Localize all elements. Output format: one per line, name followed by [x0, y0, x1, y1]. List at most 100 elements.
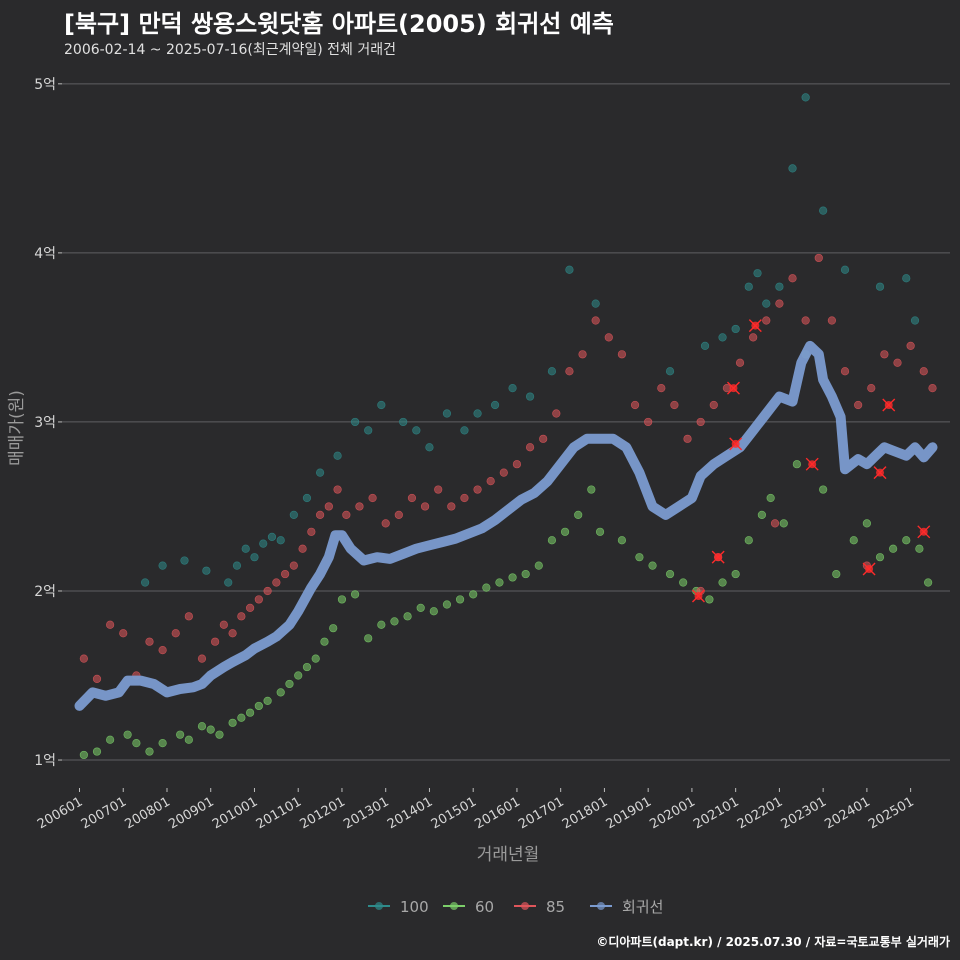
data-point-85	[381, 519, 390, 528]
data-point-85	[775, 299, 784, 308]
data-point-85	[630, 400, 640, 410]
y-tick-label: 5억	[34, 77, 56, 93]
data-point-60	[364, 634, 373, 643]
data-point-60	[92, 747, 102, 756]
data-point-60	[924, 578, 933, 587]
x-tick-label: 202301	[779, 794, 829, 832]
x-tick-label: 200901	[166, 794, 216, 832]
data-point-85	[827, 316, 836, 325]
data-point-100	[315, 468, 325, 477]
highlight-cross	[882, 398, 896, 412]
x-tick-label: 201601	[472, 794, 522, 832]
data-point-85	[617, 350, 627, 359]
data-point-60	[455, 595, 465, 604]
data-point-60	[311, 654, 320, 663]
data-point-85	[342, 510, 351, 520]
data-point-60	[377, 620, 386, 629]
data-point-85	[315, 510, 325, 520]
data-point-60	[145, 747, 154, 756]
x-tick-label: 201201	[297, 794, 347, 832]
data-point-85	[735, 358, 745, 367]
data-point-60	[665, 569, 675, 579]
data-point-85	[228, 629, 237, 638]
data-point-85	[158, 646, 167, 655]
data-point-85	[770, 519, 780, 528]
data-point-85	[801, 316, 810, 325]
data-point-85	[368, 493, 377, 503]
data-point-100	[875, 282, 885, 291]
legend-label: 85	[546, 898, 565, 916]
data-point-85	[565, 367, 574, 376]
data-point-100	[141, 578, 150, 587]
data-point-60	[442, 600, 452, 609]
data-point-100	[819, 206, 828, 215]
data-point-100	[399, 417, 408, 427]
data-point-85	[893, 358, 902, 367]
source-caption: ©디아파트(dapt.kr) / 2025.07.30 / 자료=국토교통부 실…	[596, 935, 950, 949]
data-point-60	[469, 590, 478, 599]
data-point-100	[232, 561, 242, 570]
y-tick-label: 4억	[34, 246, 56, 262]
data-point-85	[171, 629, 180, 638]
data-point-85	[539, 434, 548, 443]
data-point-100	[902, 274, 911, 283]
x-tick-label: 200701	[79, 794, 129, 832]
data-point-85	[473, 485, 482, 494]
data-point-100	[591, 299, 600, 308]
x-tick-label: 201401	[385, 794, 435, 832]
data-point-60	[276, 688, 285, 697]
data-point-60	[285, 679, 294, 689]
data-point-60	[228, 718, 237, 727]
data-point-60	[635, 553, 644, 562]
data-point-60	[731, 569, 740, 579]
data-point-100	[333, 451, 342, 460]
legend-marker	[597, 902, 605, 910]
data-point-60	[215, 730, 224, 739]
data-point-60	[302, 662, 312, 672]
data-point-100	[158, 561, 167, 570]
data-point-100	[762, 299, 771, 308]
x-tick-label: 202001	[647, 794, 697, 832]
data-point-85	[394, 510, 403, 520]
x-tick-label: 201801	[560, 794, 610, 832]
data-point-85	[919, 367, 928, 376]
highlight-cross	[873, 466, 887, 480]
data-point-85	[840, 367, 850, 376]
data-point-60	[403, 612, 412, 621]
data-point-60	[337, 595, 347, 604]
data-point-60	[547, 536, 557, 545]
data-point-100	[840, 265, 850, 274]
data-point-60	[779, 519, 788, 528]
data-point-100	[753, 269, 762, 278]
data-point-60	[132, 739, 141, 748]
legend-marker	[450, 902, 458, 910]
data-point-60	[679, 578, 688, 587]
data-point-60	[744, 536, 753, 545]
data-point-100	[565, 265, 574, 274]
data-point-85	[237, 612, 246, 621]
data-point-85	[298, 544, 307, 553]
highlight-points	[691, 319, 931, 603]
legend-label: 100	[400, 898, 429, 916]
data-point-60	[832, 569, 841, 579]
data-point-85	[254, 595, 263, 604]
grid-lines	[62, 83, 950, 761]
data-point-85	[145, 637, 154, 646]
data-point-60	[617, 536, 627, 545]
data-point-85	[749, 333, 758, 342]
data-point-60	[560, 527, 570, 536]
data-point-100	[180, 556, 189, 565]
highlight-cross	[748, 319, 762, 333]
data-point-60	[106, 735, 115, 744]
data-point-60	[482, 583, 491, 592]
x-tick-label: 201901	[604, 794, 654, 832]
data-point-85	[184, 612, 193, 621]
x-tick-label: 201101	[254, 794, 304, 832]
data-point-85	[407, 493, 417, 503]
data-point-60	[245, 708, 255, 717]
data-point-60	[792, 460, 801, 469]
chart-subtitle: 2006-02-14 ~ 2025-07-16(최근계약일) 전체 거래건	[64, 42, 396, 58]
data-point-85	[644, 417, 653, 427]
data-point-85	[263, 586, 272, 596]
legend-marker	[521, 902, 529, 910]
